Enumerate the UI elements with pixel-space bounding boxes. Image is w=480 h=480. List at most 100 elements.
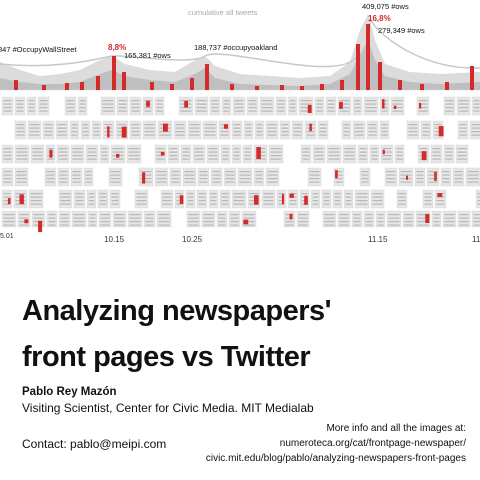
thumbnail-text-line xyxy=(281,131,289,133)
thumbnail-text-line xyxy=(467,181,479,183)
thumbnail-text-line xyxy=(46,181,55,183)
thumbnail-text-line xyxy=(233,158,240,160)
thumbnail-text-line xyxy=(302,158,310,160)
thumbnail-text-line xyxy=(144,131,155,133)
thumbnail-text-line xyxy=(218,221,226,223)
thumbnail-text-line xyxy=(432,151,441,153)
thumbnail-text-line xyxy=(57,134,67,136)
thumbnail-text-line xyxy=(28,100,35,102)
thumbnail-text-line xyxy=(339,107,350,109)
thumbnail-text-line xyxy=(335,174,343,176)
thumbnail-text-line xyxy=(100,217,110,219)
thumbnail-text-line xyxy=(335,178,343,180)
thumbnail-text-line xyxy=(354,124,364,126)
front-page-thumbnail xyxy=(422,189,434,209)
thumbnail-text-line xyxy=(334,196,341,198)
thumbnail-text-line xyxy=(256,124,263,126)
thumbnail-text-line xyxy=(101,148,108,150)
thumbnail-text-line xyxy=(16,110,24,112)
thumbnail-text-line xyxy=(188,217,199,219)
thumbnail-text-line xyxy=(434,134,442,136)
thumbnail-text-line xyxy=(255,178,263,180)
thumbnail-text-line xyxy=(396,158,403,160)
thumbnail-text-line xyxy=(29,127,40,129)
thumbnail-text-line xyxy=(319,131,327,133)
front-page-thumbnail xyxy=(210,167,223,187)
thumbnail-text-line xyxy=(418,100,428,102)
thumbnail-text-line xyxy=(158,217,170,219)
thumbnail-text-line xyxy=(16,178,27,180)
thumbnail-text-line xyxy=(16,158,28,160)
thumbnail-text-line xyxy=(267,181,278,183)
front-page-thumbnail xyxy=(326,144,342,164)
thumbnail-text-line xyxy=(3,103,12,105)
thumbnail-text-line xyxy=(230,221,239,223)
thumbnail-text-line xyxy=(85,171,92,173)
thumbnail-text-line xyxy=(245,131,252,133)
thumbnail-text-line xyxy=(75,196,84,198)
thumbnail-text-line xyxy=(176,196,183,198)
thumbnail-text-line xyxy=(73,224,85,226)
thumbnail-text-line xyxy=(46,174,55,176)
thumbnail-text-line xyxy=(204,124,216,126)
thumbnail-text-line xyxy=(189,124,200,126)
thumbnail-text-line xyxy=(79,107,86,109)
thumbnail-text-line xyxy=(233,203,245,205)
thumbnail-text-line xyxy=(433,214,440,216)
link-numeroteca[interactable]: numeroteca.org/cat/frontpage-newspaper/ xyxy=(279,438,466,449)
thumbnail-text-line xyxy=(145,221,154,223)
thumbnail-text-line xyxy=(398,203,406,205)
thumbnail-text-line xyxy=(39,110,48,112)
thumbnail-text-line xyxy=(145,224,154,226)
thumbnail-text-line xyxy=(324,217,335,219)
thumbnail-text-line xyxy=(459,221,469,223)
front-page-thumbnail xyxy=(197,167,210,187)
thumbnail-text-line xyxy=(388,214,400,216)
thumbnail-text-line xyxy=(334,193,341,195)
thumbnail-text-line xyxy=(39,103,48,105)
thumbnail-text-line xyxy=(28,107,35,109)
thumbnail-text-line xyxy=(339,217,349,219)
front-page-thumbnail xyxy=(352,96,363,116)
thumbnail-text-line xyxy=(162,200,172,202)
thumbnail-text-line xyxy=(16,174,27,176)
thumbnail-text-line xyxy=(361,178,369,180)
thumbnail-text-line xyxy=(3,110,12,112)
date-label-1: 5.01 xyxy=(0,233,14,240)
thumbnail-text-line xyxy=(19,217,29,219)
thumbnail-text-line xyxy=(377,217,384,219)
thumbnail-text-line xyxy=(156,178,167,180)
thumbnail-text-line xyxy=(218,224,226,226)
thumbnail-text-line xyxy=(75,200,84,202)
thumbnail-text-line xyxy=(131,131,140,133)
thumbnail-text-line xyxy=(204,127,216,129)
thumbnail-text-line xyxy=(328,155,340,157)
front-page-highlight xyxy=(24,219,29,224)
thumbnail-text-line xyxy=(277,107,285,109)
thumbnail-text-line xyxy=(277,110,285,112)
thumbnail-text-line xyxy=(159,134,171,136)
link-civic-mit[interactable]: civic.mit.edu/blog/pablo/analyzing-newsp… xyxy=(205,453,466,464)
thumbnail-text-line xyxy=(144,100,152,102)
thumbnail-text-line xyxy=(128,151,140,153)
thumbnail-text-line xyxy=(59,178,68,180)
thumbnail-text-line xyxy=(188,214,199,216)
thumbnail-text-line xyxy=(428,181,438,183)
thumbnail-text-line xyxy=(386,174,396,176)
front-page-thumbnail xyxy=(332,189,343,209)
thumbnail-text-line xyxy=(129,217,141,219)
front-page-thumbnail xyxy=(279,120,291,140)
thumbnail-text-line xyxy=(71,127,78,129)
front-page-thumbnail xyxy=(300,144,312,164)
front-page-thumbnail xyxy=(232,96,246,116)
thumbnail-text-line xyxy=(75,193,84,195)
front-page-highlight xyxy=(307,104,312,113)
front-page-thumbnail xyxy=(396,189,408,209)
front-page-thumbnail xyxy=(287,189,299,209)
front-page-thumbnail xyxy=(56,144,70,164)
thumbnail-text-line xyxy=(171,181,180,183)
thumbnail-text-line xyxy=(459,127,467,129)
thumbnail-text-line xyxy=(156,171,167,173)
thumbnail-text-line xyxy=(60,221,69,223)
timeline-visualization: cumulative all tweets 847 #OccupyWallStr… xyxy=(0,2,480,244)
